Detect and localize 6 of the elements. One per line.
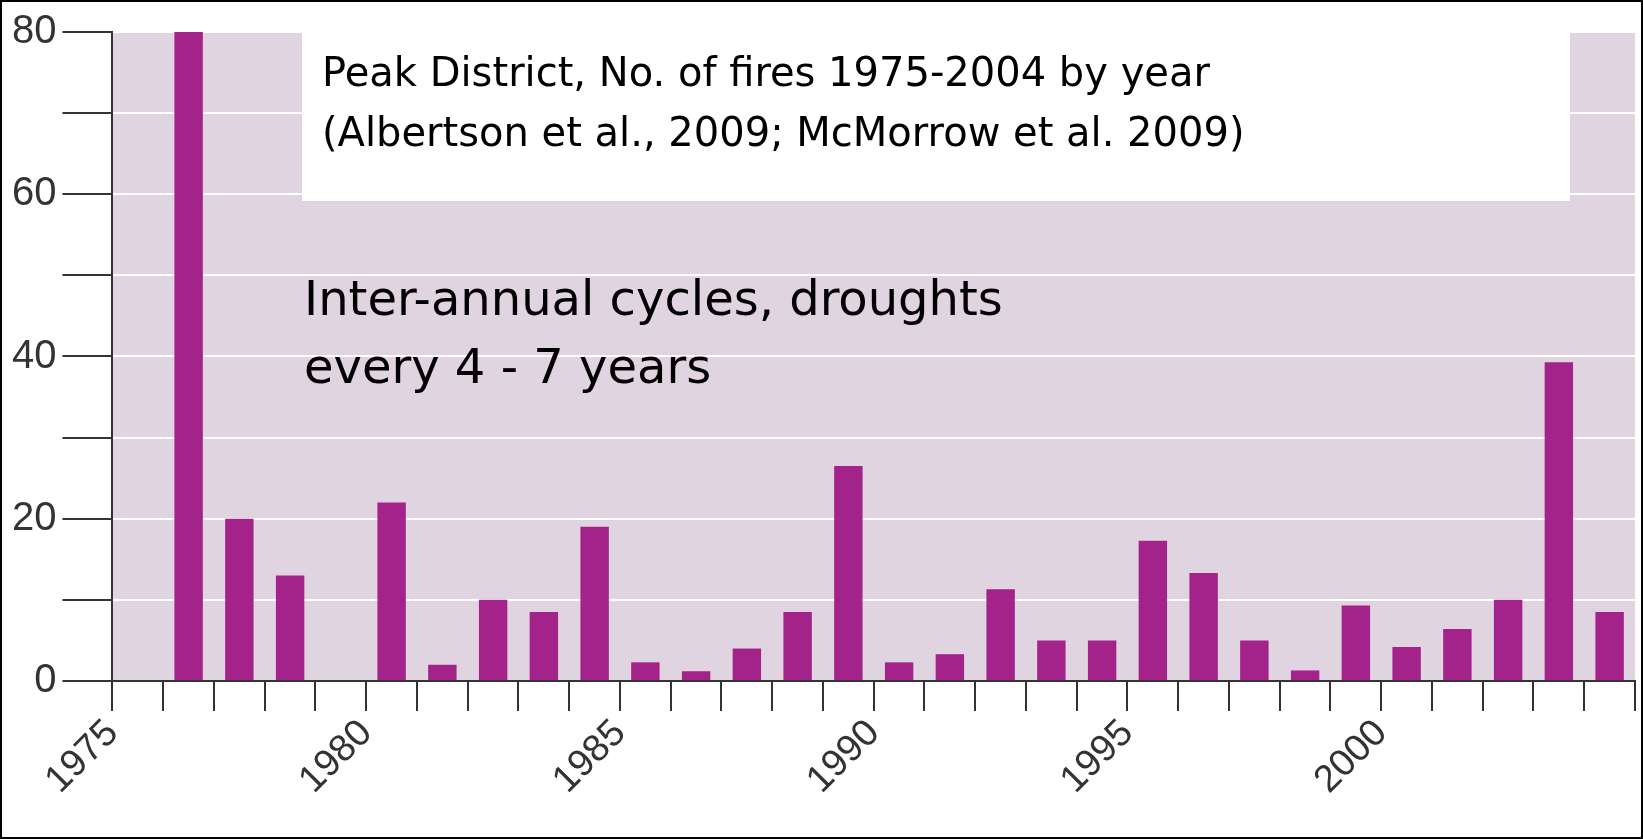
y-tick-label: 0 — [34, 656, 57, 701]
y-tick-label: 20 — [11, 493, 57, 538]
y-tick-label: 60 — [11, 169, 57, 214]
annotation: Inter-annual cycles, droughts every 4 - 7 years — [304, 269, 1004, 396]
y-tick-label: 80 — [11, 7, 57, 52]
y-tick-label: 40 — [11, 331, 57, 376]
